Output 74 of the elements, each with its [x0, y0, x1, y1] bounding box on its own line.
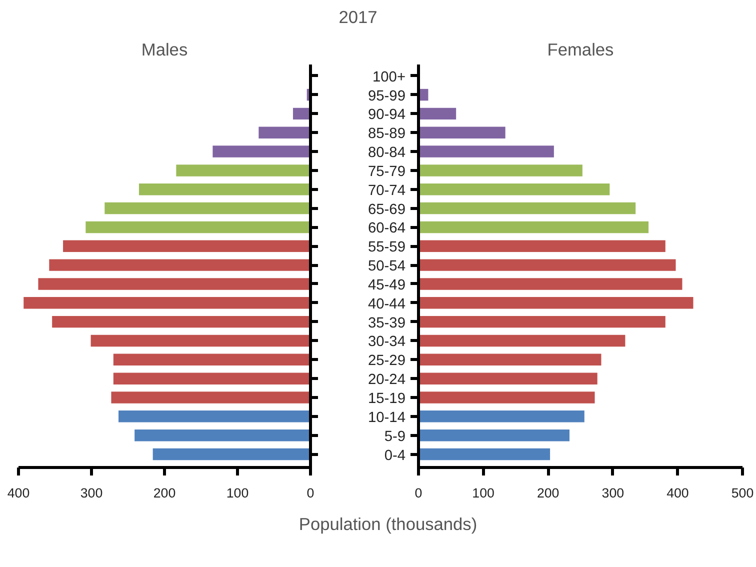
chart-title: Males	[141, 40, 188, 60]
bar	[24, 297, 310, 309]
bar	[118, 410, 310, 422]
bar	[418, 354, 602, 366]
bar	[418, 392, 595, 404]
text: 2017	[338, 6, 378, 29]
y-tick-label: 35-39	[368, 315, 406, 332]
y-tick-label: 10-14	[368, 410, 406, 426]
y-tick-label: 95-99	[368, 88, 406, 104]
bar	[52, 316, 310, 328]
x-tick-label: 500	[731, 486, 754, 500]
bar	[258, 126, 310, 138]
y-tick-label: 70-74	[368, 182, 406, 199]
bar	[418, 108, 456, 120]
bar	[418, 297, 694, 309]
bar	[104, 202, 310, 214]
y-tick-label: 5-9	[384, 428, 406, 445]
x-tick-label: 100	[472, 486, 494, 500]
y-tick-label: 90-94	[368, 107, 406, 124]
y-tick-label: 80-84	[368, 145, 406, 162]
bar	[418, 410, 584, 422]
bar	[113, 372, 310, 384]
bar	[134, 429, 310, 442]
bar	[418, 184, 610, 196]
bar	[86, 221, 310, 234]
bar	[418, 126, 506, 138]
y-tick-label: 65-69	[368, 202, 406, 218]
y-tick-label: 100+	[372, 69, 406, 86]
x-tick-label: 100	[226, 486, 249, 500]
x-tick-label: 300	[602, 486, 624, 500]
bar	[176, 164, 310, 176]
x-axis-title: Population (thousands)	[298, 513, 478, 536]
x-tick-label: 400	[7, 486, 30, 500]
bar	[152, 448, 310, 460]
y-tick-label: 50-54	[368, 258, 406, 275]
y-tick-label: 60-64	[368, 220, 406, 237]
y-tick-label: 25-29	[368, 353, 406, 370]
bar	[138, 184, 310, 196]
y-tick-label: 30-34	[368, 334, 406, 350]
y-tick-label: 85-89	[368, 126, 406, 142]
chart-title: Females	[547, 40, 614, 60]
x-tick-label: 200	[153, 486, 176, 500]
bar	[418, 429, 570, 442]
bar	[90, 334, 310, 347]
y-tick-label: 20-24	[368, 372, 406, 388]
bar	[212, 146, 310, 158]
y-tick-label: 75-79	[368, 164, 406, 180]
bar	[63, 240, 310, 252]
bar	[418, 202, 636, 214]
bar	[418, 334, 626, 347]
y-tick-label: 40-44	[368, 296, 406, 312]
bar	[49, 259, 310, 271]
x-tick-label: 400	[666, 486, 689, 500]
y-tick-label: 0-4	[384, 448, 406, 464]
x-tick-label: 200	[536, 486, 560, 500]
bar	[418, 221, 649, 234]
x-tick-label: 0	[414, 486, 422, 500]
x-tick-label: 0	[306, 486, 314, 500]
y-tick-label: 15-19	[368, 390, 406, 407]
bar	[418, 448, 550, 460]
bar	[418, 240, 666, 252]
bar	[292, 108, 310, 120]
bar	[418, 164, 582, 176]
x-tick-label: 300	[80, 486, 103, 500]
bar	[111, 392, 310, 404]
bar	[418, 372, 598, 384]
bar	[418, 316, 666, 328]
bar	[38, 278, 310, 290]
y-tick-label: 55-59	[368, 240, 406, 256]
bar	[113, 354, 310, 366]
bar	[418, 259, 676, 271]
bar	[418, 278, 682, 290]
y-tick-label: 45-49	[368, 277, 406, 294]
bar	[418, 146, 554, 158]
